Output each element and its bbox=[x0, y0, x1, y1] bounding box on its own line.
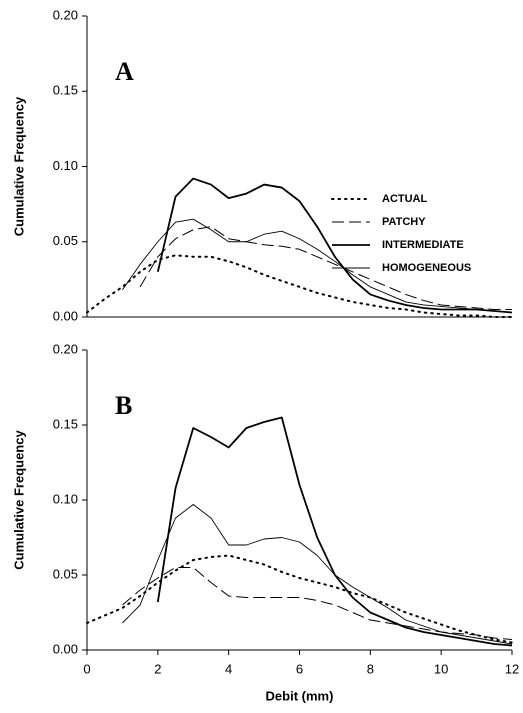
y-tick-label: 0.15 bbox=[53, 416, 78, 431]
y-axis-title: Cumulative Frequency bbox=[11, 96, 26, 236]
y-tick-label: 0.00 bbox=[53, 308, 78, 323]
series-line bbox=[156, 416, 513, 647]
y-axis-title: Cumulative Frequency bbox=[11, 430, 26, 570]
series-line bbox=[86, 254, 513, 318]
series-line bbox=[156, 177, 513, 314]
x-tick-label: 2 bbox=[154, 661, 161, 676]
x-tick-label: 4 bbox=[225, 661, 232, 676]
x-axis-title: Debit (mm) bbox=[266, 688, 334, 703]
y-tick-label: 0.10 bbox=[53, 158, 78, 173]
y-tick-label: 0.20 bbox=[53, 7, 78, 22]
panel-label: A bbox=[115, 57, 134, 86]
series-line bbox=[86, 554, 513, 644]
series-line bbox=[122, 567, 513, 640]
legend-label: ACTUAL bbox=[382, 193, 427, 205]
x-tick-label: 0 bbox=[83, 661, 90, 676]
x-tick-label: 6 bbox=[296, 661, 303, 676]
x-tick-label: 10 bbox=[434, 661, 448, 676]
x-tick-label: 8 bbox=[367, 661, 374, 676]
legend-label: PATCHY bbox=[382, 216, 426, 228]
y-tick-label: 0.05 bbox=[53, 233, 78, 248]
y-tick-label: 0.20 bbox=[53, 341, 78, 356]
legend-label: HOMOGENEOUS bbox=[382, 262, 471, 274]
series-line bbox=[139, 226, 512, 310]
legend: ACTUAL PATCHY INTERMEDIATE HOMOGENEOUS bbox=[331, 193, 471, 274]
series-line bbox=[122, 218, 513, 313]
y-tick-label: 0.10 bbox=[53, 491, 78, 506]
panel-label: B bbox=[115, 391, 132, 420]
legend-label: INTERMEDIATE bbox=[382, 239, 464, 251]
y-tick-label: 0.00 bbox=[53, 641, 78, 656]
series-line bbox=[122, 504, 513, 645]
x-tick-label: 12 bbox=[505, 661, 519, 676]
y-tick-label: 0.15 bbox=[53, 83, 78, 98]
y-tick-label: 0.05 bbox=[53, 566, 78, 581]
